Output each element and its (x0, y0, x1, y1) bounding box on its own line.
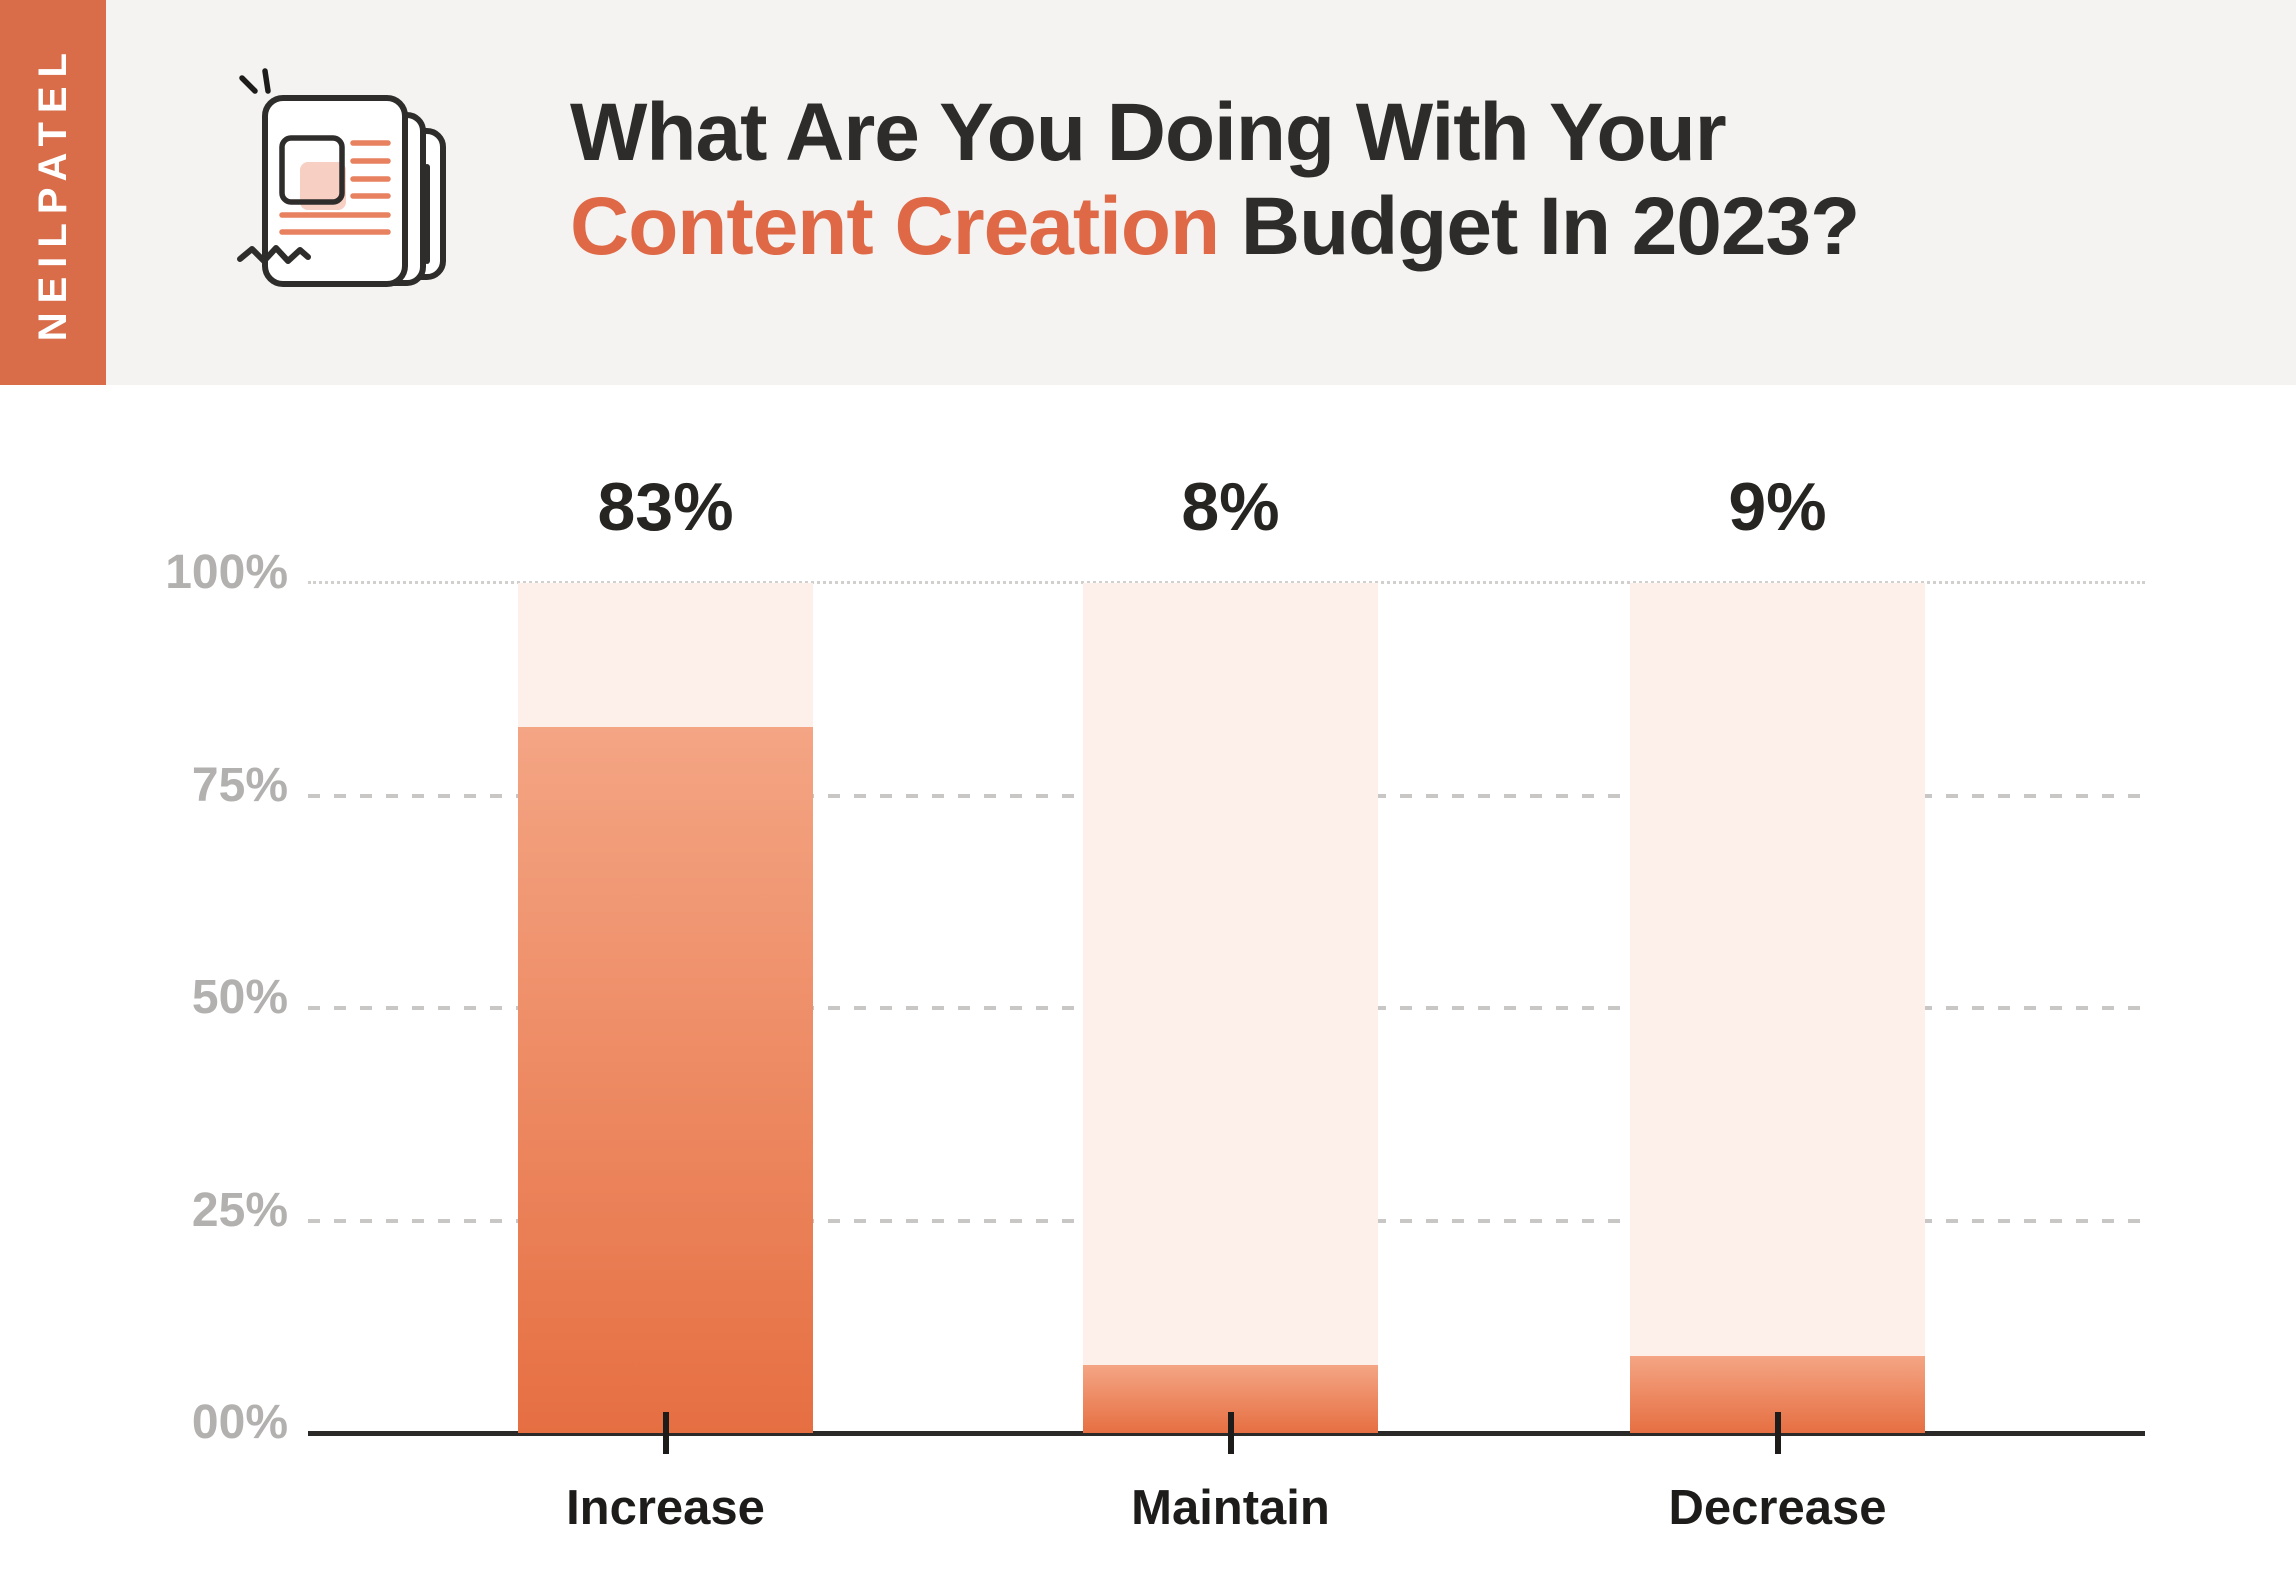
newspaper-text-lines-long (279, 212, 391, 235)
bar-track-decrease (1630, 583, 1925, 1433)
title-line-1: What Are You Doing With Your (570, 87, 1727, 178)
bar-increase (518, 727, 813, 1433)
y-axis-label-0: 00% (191, 1396, 288, 1449)
sparkle-marks (239, 68, 271, 94)
brand-logo-text: NEILPATEL (31, 43, 75, 342)
value-label-maintain: 8% (1181, 469, 1280, 545)
squiggle-line (237, 245, 311, 264)
newspaper-icon (205, 35, 515, 315)
title-rest: Budget In 2023? (1219, 181, 1860, 272)
y-axis-label-50: 50% (191, 971, 288, 1024)
value-label-increase: 83% (597, 469, 734, 545)
x-axis-tick-increase (662, 1412, 669, 1454)
y-axis-label-100: 100% (165, 546, 288, 599)
newspaper-icon-svg (237, 68, 446, 287)
category-label-increase: Increase (566, 1481, 765, 1535)
brand-sidebar: NEILPATEL (0, 0, 106, 385)
newspaper-image-frame (279, 135, 345, 205)
category-label-maintain: Maintain (1131, 1481, 1330, 1535)
gridline-100 (308, 581, 2145, 584)
newspaper-image-fill (300, 162, 346, 210)
title-line-2: Content Creation Budget In 2023? (570, 180, 1860, 274)
x-axis-line (308, 1431, 2145, 1436)
newspaper-text-lines-short (350, 140, 391, 199)
y-axis-label-25: 25% (191, 1183, 288, 1237)
page-title: What Are You Doing With Your Content Cre… (570, 86, 1860, 274)
value-label-decrease: 9% (1728, 469, 1827, 545)
header: NEILPATEL (0, 0, 2296, 385)
title-highlight: Content Creation (570, 181, 1220, 272)
y-axis-label-75: 75% (191, 758, 288, 812)
category-label-decrease: Decrease (1668, 1481, 1887, 1535)
x-axis-tick-maintain (1227, 1412, 1234, 1454)
x-axis-tick-decrease (1774, 1412, 1781, 1454)
bar-track-maintain (1083, 583, 1378, 1433)
